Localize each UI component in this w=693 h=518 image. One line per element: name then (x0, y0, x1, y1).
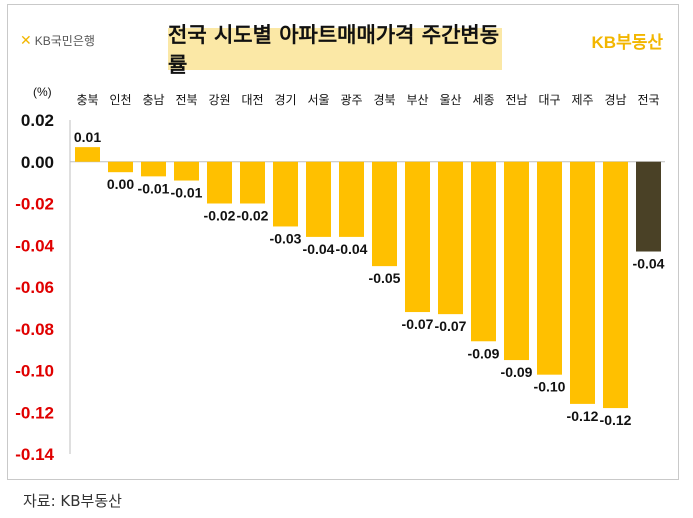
bar-전남 (504, 161, 529, 361)
data-label: -0.04 (336, 241, 368, 257)
bar-경남 (603, 161, 628, 409)
bar-경기 (273, 161, 298, 227)
category-label: 전국 (637, 93, 659, 107)
bar-대구 (537, 161, 562, 375)
category-label: 전북 (175, 93, 197, 107)
data-label: -0.07 (435, 318, 467, 334)
y-tick-label: -0.14 (15, 445, 54, 464)
y-tick-label: -0.06 (15, 278, 54, 297)
kb-bank-logo-text: KB국민은행 (34, 34, 95, 48)
bar-대전 (240, 161, 265, 204)
category-label: 세종 (472, 93, 494, 107)
data-label: -0.10 (534, 379, 566, 395)
category-label: 대전 (241, 93, 263, 107)
bar-서울 (306, 161, 331, 237)
data-label: -0.01 (171, 185, 203, 201)
bar-제주 (570, 161, 595, 404)
source-note: 자료: KB부동산 (23, 492, 122, 510)
data-label: -0.01 (138, 180, 170, 196)
category-label: 경남 (604, 93, 626, 107)
y-tick-label: 0.00 (21, 153, 54, 172)
data-label: -0.04 (303, 241, 335, 257)
bar-인천 (108, 161, 133, 173)
y-tick-label: -0.08 (15, 320, 54, 339)
data-label: -0.12 (567, 408, 599, 424)
category-label: 충북 (76, 93, 98, 107)
kb-star-icon: ✕ (20, 32, 32, 48)
category-label: 전남 (505, 93, 527, 107)
bar-경북 (372, 161, 397, 267)
category-label: 광주 (340, 93, 362, 107)
y-tick-label: 0.02 (21, 111, 54, 130)
bar-강원 (207, 161, 232, 204)
bar-전국 (636, 161, 661, 252)
data-label: -0.02 (237, 208, 269, 224)
data-label: -0.09 (468, 345, 500, 361)
data-label: -0.05 (369, 270, 401, 286)
category-label: 부산 (406, 93, 428, 107)
kb-bank-logo: ✕ KB국민은행 (20, 32, 95, 49)
category-label: 대구 (538, 93, 560, 107)
y-axis-unit: (%) (33, 85, 52, 99)
category-label: 강원 (208, 93, 230, 107)
data-label: -0.04 (633, 256, 665, 272)
y-tick-label: -0.02 (15, 195, 54, 214)
category-label: 경북 (373, 93, 395, 107)
bar-전북 (174, 161, 199, 181)
y-tick-label: -0.04 (15, 236, 54, 255)
bar-세종 (471, 161, 496, 342)
kb-realestate-logo: KB부동산 (591, 33, 663, 52)
category-label: 인천 (109, 92, 131, 107)
data-label: 0.01 (74, 129, 101, 145)
bar-부산 (405, 161, 430, 313)
bar-충남 (141, 161, 166, 177)
data-label: -0.07 (402, 316, 434, 332)
chart-frame (7, 4, 679, 480)
bar-울산 (438, 161, 463, 315)
bar-충북 (75, 147, 100, 162)
data-label: -0.09 (501, 364, 533, 380)
bar-광주 (339, 161, 364, 237)
data-label: -0.12 (600, 412, 632, 428)
category-label: 제주 (571, 93, 593, 107)
data-label: 0.00 (107, 176, 134, 192)
data-label: -0.02 (204, 208, 236, 224)
category-label: 경기 (274, 93, 296, 107)
y-tick-label: -0.12 (15, 403, 54, 422)
data-label: -0.03 (270, 230, 302, 246)
category-label: 충남 (142, 93, 164, 107)
category-label: 서울 (307, 93, 329, 107)
category-label: 울산 (439, 93, 461, 107)
y-tick-label: -0.10 (15, 362, 54, 381)
